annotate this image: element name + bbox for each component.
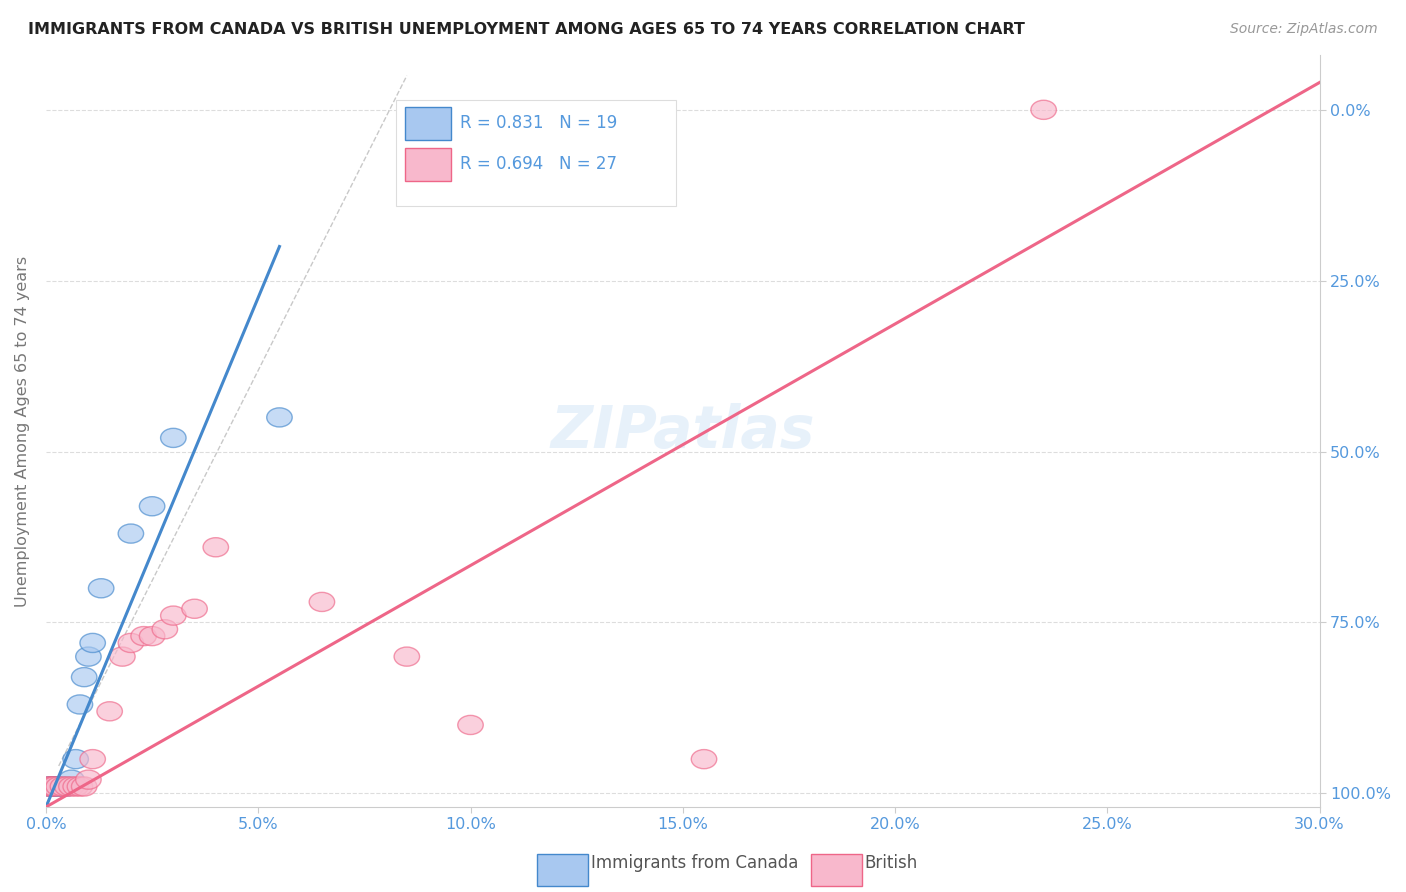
Ellipse shape	[80, 749, 105, 769]
Y-axis label: Unemployment Among Ages 65 to 74 years: Unemployment Among Ages 65 to 74 years	[15, 255, 30, 607]
Ellipse shape	[97, 702, 122, 721]
Ellipse shape	[152, 620, 177, 639]
FancyBboxPatch shape	[396, 100, 676, 205]
Ellipse shape	[394, 647, 419, 666]
FancyBboxPatch shape	[405, 107, 451, 140]
Ellipse shape	[72, 667, 97, 687]
Text: British: British	[865, 855, 918, 872]
Ellipse shape	[76, 647, 101, 666]
Ellipse shape	[131, 626, 156, 646]
Ellipse shape	[46, 777, 72, 796]
Ellipse shape	[35, 777, 60, 796]
Ellipse shape	[139, 626, 165, 646]
Text: R = 0.831   N = 19: R = 0.831 N = 19	[460, 114, 617, 132]
Ellipse shape	[118, 524, 143, 543]
Ellipse shape	[202, 538, 229, 557]
Ellipse shape	[89, 579, 114, 598]
Ellipse shape	[692, 749, 717, 769]
Ellipse shape	[139, 497, 165, 516]
Ellipse shape	[38, 777, 63, 796]
Ellipse shape	[42, 777, 67, 796]
Text: IMMIGRANTS FROM CANADA VS BRITISH UNEMPLOYMENT AMONG AGES 65 TO 74 YEARS CORRELA: IMMIGRANTS FROM CANADA VS BRITISH UNEMPL…	[28, 22, 1025, 37]
Ellipse shape	[44, 777, 69, 796]
Ellipse shape	[118, 633, 143, 653]
Ellipse shape	[80, 633, 105, 653]
Ellipse shape	[267, 408, 292, 427]
Ellipse shape	[55, 777, 80, 796]
Ellipse shape	[1031, 100, 1056, 120]
Ellipse shape	[160, 606, 186, 625]
Ellipse shape	[67, 777, 93, 796]
FancyBboxPatch shape	[405, 148, 451, 181]
Ellipse shape	[160, 428, 186, 448]
Text: ZIPatlas: ZIPatlas	[551, 402, 815, 459]
Ellipse shape	[63, 777, 89, 796]
Ellipse shape	[67, 695, 93, 714]
Ellipse shape	[39, 777, 65, 796]
Ellipse shape	[110, 647, 135, 666]
Text: Immigrants from Canada: Immigrants from Canada	[591, 855, 797, 872]
Ellipse shape	[39, 777, 65, 796]
Ellipse shape	[38, 777, 63, 796]
Ellipse shape	[55, 777, 80, 796]
Ellipse shape	[51, 777, 76, 796]
Ellipse shape	[309, 592, 335, 612]
Ellipse shape	[76, 770, 101, 789]
Ellipse shape	[72, 777, 97, 796]
Ellipse shape	[35, 777, 60, 796]
Text: Source: ZipAtlas.com: Source: ZipAtlas.com	[1230, 22, 1378, 37]
Ellipse shape	[63, 749, 89, 769]
Ellipse shape	[59, 777, 84, 796]
Ellipse shape	[59, 770, 84, 789]
Ellipse shape	[42, 777, 67, 796]
Ellipse shape	[46, 777, 72, 796]
Text: R = 0.694   N = 27: R = 0.694 N = 27	[460, 155, 617, 173]
Ellipse shape	[51, 777, 76, 796]
Ellipse shape	[458, 715, 484, 734]
Ellipse shape	[181, 599, 207, 618]
